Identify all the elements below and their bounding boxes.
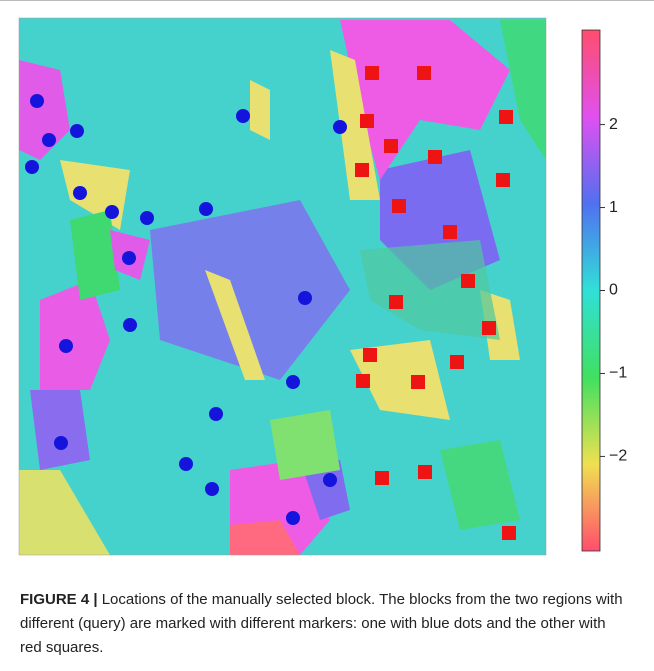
page: −2 −1 0 1 2 FIGURE 4 | Locations of the manu…	[0, 0, 654, 671]
blue-dot	[42, 133, 56, 147]
blue-dot	[333, 120, 347, 134]
red-square	[355, 163, 369, 177]
red-square	[450, 355, 464, 369]
red-square	[428, 150, 442, 164]
blue-dot	[122, 251, 136, 265]
blue-dot	[123, 318, 137, 332]
red-square	[482, 321, 496, 335]
blue-dot	[179, 457, 193, 471]
colorbar-tick-label: 2	[609, 116, 618, 133]
blue-dot	[205, 482, 219, 496]
red-square	[496, 173, 510, 187]
blue-dot	[323, 473, 337, 487]
blue-dot	[70, 124, 84, 138]
red-square	[363, 348, 377, 362]
blue-dot	[30, 94, 44, 108]
blue-dot	[59, 339, 73, 353]
caption: FIGURE 4 | Locations of the manually sel…	[20, 588, 630, 660]
red-square	[411, 375, 425, 389]
red-square	[461, 274, 475, 288]
red-square	[499, 110, 513, 124]
blue-dot	[73, 186, 87, 200]
caption-text: Locations of the manually selected block…	[20, 591, 623, 656]
red-square	[389, 295, 403, 309]
blue-dot	[140, 211, 154, 225]
blue-dot	[199, 202, 213, 216]
red-square	[417, 66, 431, 80]
blue-dot	[54, 436, 68, 450]
colorbar-tick-label: 0	[609, 282, 618, 299]
blue-dot	[236, 109, 250, 123]
figure: −2 −1 0 1 2	[0, 0, 654, 580]
colorbar-tick-label: −2	[609, 448, 627, 465]
red-square	[375, 471, 389, 485]
blue-dot	[25, 160, 39, 174]
caption-label: FIGURE 4 |	[20, 591, 98, 608]
red-square	[392, 199, 406, 213]
red-square	[443, 225, 457, 239]
blue-dot	[105, 205, 119, 219]
colorbar-tick-label: −1	[609, 365, 627, 382]
red-square	[356, 374, 370, 388]
blue-dot	[286, 375, 300, 389]
red-square	[365, 66, 379, 80]
blue-dot	[209, 407, 223, 421]
red-square	[418, 465, 432, 479]
red-square	[502, 526, 516, 540]
red-square	[384, 139, 398, 153]
blue-dot	[286, 511, 300, 525]
red-square	[360, 114, 374, 128]
colorbar-tick-label: 1	[609, 199, 618, 216]
blue-dot	[298, 291, 312, 305]
colorbar	[582, 30, 600, 551]
